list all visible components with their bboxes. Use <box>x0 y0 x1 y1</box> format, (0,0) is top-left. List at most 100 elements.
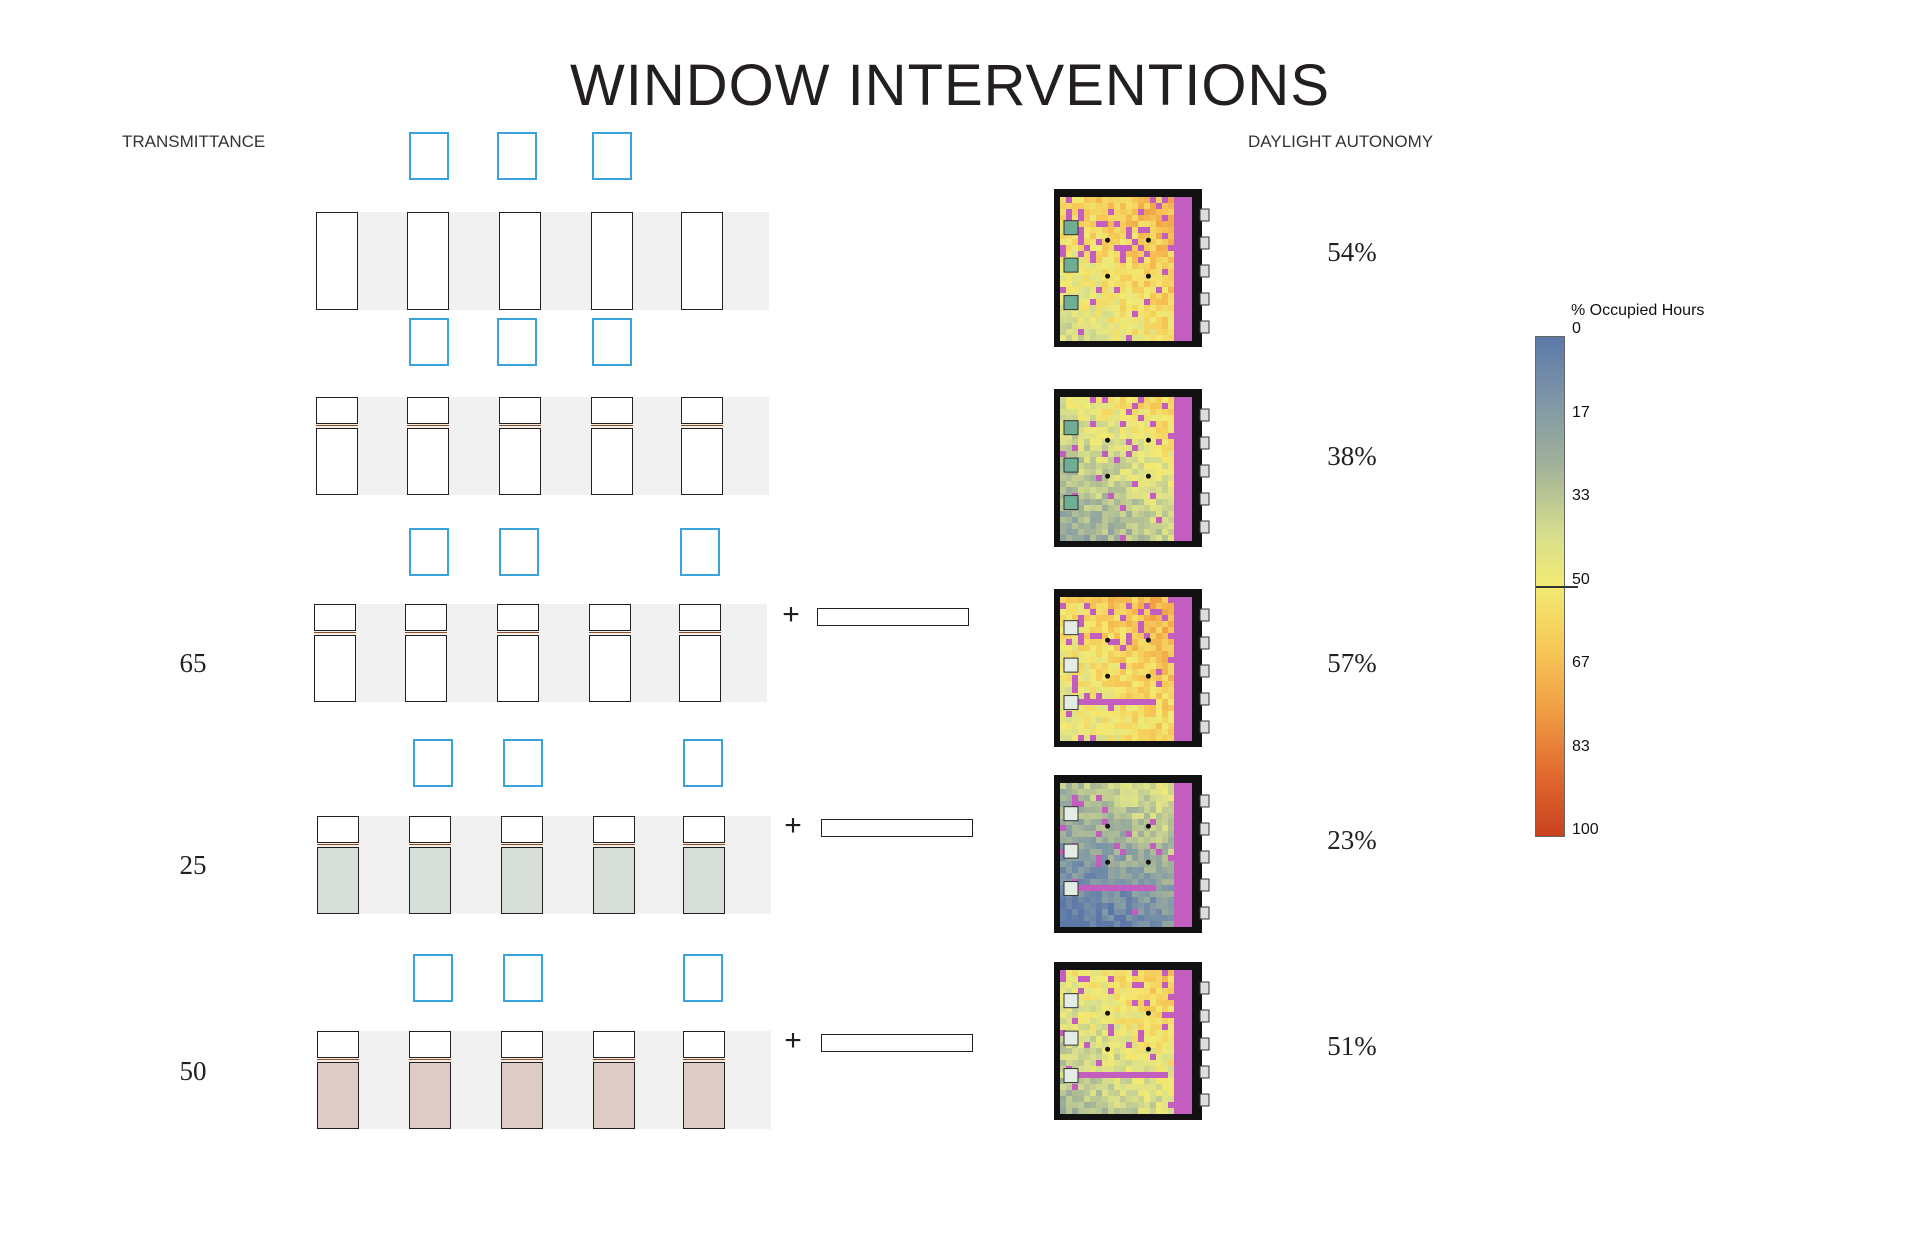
wall-strip <box>725 1031 771 1129</box>
sensor-box <box>592 132 632 180</box>
wall-strip <box>541 212 591 310</box>
wall-strip <box>723 212 769 310</box>
daylight-autonomy-value-3: 57% <box>1327 648 1377 678</box>
wall-strip <box>723 397 769 495</box>
light-shelf <box>817 608 969 626</box>
window-transom <box>407 423 449 429</box>
window-transom <box>593 1057 635 1063</box>
window-pane <box>314 604 356 702</box>
wall-strip <box>633 212 681 310</box>
window-pane <box>593 816 635 914</box>
wall-strip <box>633 397 681 495</box>
tinted-glass <box>410 848 450 913</box>
legend-title: % Occupied Hours <box>1571 302 1705 319</box>
window-transom <box>501 842 543 848</box>
daylight-autonomy-value-2: 38% <box>1327 441 1377 471</box>
wall-strip <box>359 1031 409 1129</box>
transmittance-value-50: 50 <box>179 1056 207 1086</box>
legend-tick-0: 0 <box>1572 320 1581 337</box>
tinted-glass <box>684 848 724 913</box>
wall-strip <box>451 816 501 914</box>
tinted-glass <box>410 1063 450 1128</box>
wall-strip <box>635 1031 683 1129</box>
window-pane <box>316 397 358 495</box>
tinted-glass <box>502 848 542 913</box>
wall-strip <box>539 604 589 702</box>
window-pane <box>407 212 449 310</box>
window-transom <box>683 842 725 848</box>
legend-tick-33: 33 <box>1572 487 1590 504</box>
sensor-box <box>683 739 723 787</box>
plus-sign: + <box>782 598 800 631</box>
page-title: WINDOW INTERVENTIONS <box>569 53 1331 118</box>
window-transom <box>591 423 633 429</box>
window-transom <box>314 630 356 636</box>
wall-strip <box>359 816 409 914</box>
window-pane <box>591 397 633 495</box>
window-transom <box>679 630 721 636</box>
window-transom <box>409 1057 451 1063</box>
sensor-box <box>680 528 720 576</box>
window-pane <box>407 397 449 495</box>
wall-strip <box>447 604 497 702</box>
plus-sign: + <box>784 1024 802 1057</box>
window-transom <box>499 423 541 429</box>
daylight-autonomy-value-4: 23% <box>1327 825 1377 855</box>
wall-strip <box>541 397 591 495</box>
wall-strip <box>358 397 407 495</box>
window-pane <box>683 816 725 914</box>
sensor-box <box>499 528 539 576</box>
tinted-glass <box>318 848 358 913</box>
sensor-box <box>592 318 632 366</box>
daylight-plan-3 <box>1054 589 1210 747</box>
window-transom <box>501 1057 543 1063</box>
tinted-glass <box>502 1063 542 1128</box>
wall-strip <box>449 397 499 495</box>
tinted-glass <box>318 1063 358 1128</box>
wall-strip <box>635 816 683 914</box>
wall-strip <box>356 604 405 702</box>
window-pane <box>497 604 539 702</box>
window-pane <box>683 1031 725 1129</box>
sensor-box <box>409 132 449 180</box>
tinted-glass <box>594 1063 634 1128</box>
sensor-box <box>683 954 723 1002</box>
wall-strip <box>358 212 407 310</box>
legend-colorbar <box>1535 336 1578 837</box>
legend-tick-83: 83 <box>1572 737 1590 755</box>
light-shelf <box>821 819 973 837</box>
daylight-autonomy-label: DAYLIGHT AUTONOMY <box>1248 132 1434 151</box>
window-transom <box>317 1057 359 1063</box>
legend-tick-50: 50 <box>1572 570 1590 588</box>
window-pane <box>679 604 721 702</box>
window-pane <box>409 1031 451 1129</box>
wall-strip <box>451 1031 501 1129</box>
window-transom <box>593 842 635 848</box>
window-transom <box>317 842 359 848</box>
wall-strip <box>543 1031 593 1129</box>
plus-sign: + <box>784 809 802 842</box>
daylight-plan-5 <box>1054 962 1210 1120</box>
daylight-plan-1 <box>1054 189 1210 347</box>
legend-tick-67: 67 <box>1572 654 1590 671</box>
window-pane <box>317 1031 359 1129</box>
window-pane <box>409 816 451 914</box>
window-transom <box>316 423 358 429</box>
wall-strip <box>725 816 771 914</box>
transmittance-label: TRANSMITTANCE <box>122 132 266 151</box>
daylight-autonomy-value-1: 54% <box>1327 237 1377 267</box>
light-shelf <box>821 1034 973 1052</box>
transmittance-value-25: 25 <box>179 850 207 880</box>
tinted-glass <box>684 1063 724 1128</box>
tinted-glass <box>594 848 634 913</box>
wall-strip <box>543 816 593 914</box>
legend-tick-17: 17 <box>1572 403 1590 421</box>
sensor-box <box>503 954 543 1002</box>
window-transom <box>497 630 539 636</box>
window-pane <box>501 1031 543 1129</box>
window-pane <box>316 212 358 310</box>
wall-strip <box>721 604 767 702</box>
window-pane <box>405 604 447 702</box>
sensor-box <box>409 318 449 366</box>
window-pane <box>499 212 541 310</box>
